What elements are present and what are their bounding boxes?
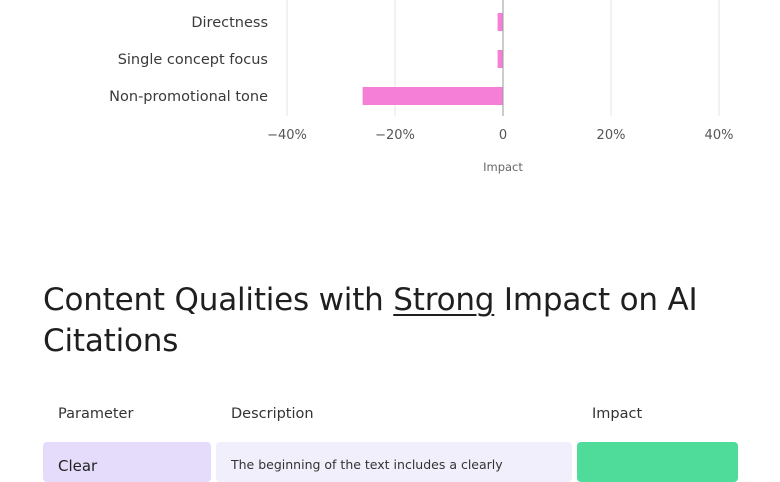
heading-part-2: Impact on AI Citations — [43, 282, 698, 359]
table-header-description: Description — [231, 406, 314, 422]
table-header-impact: Impact — [592, 406, 643, 422]
x-tick-label-4: 40% — [705, 128, 734, 143]
parameter-name: Clear — [58, 457, 98, 475]
table-cell-description: The beginning of the text includes a cle… — [216, 442, 572, 482]
heading-emphasis: Strong — [393, 282, 495, 318]
x-tick-label-1: −20% — [375, 128, 415, 143]
description-text: The beginning of the text includes a cle… — [231, 457, 503, 472]
bar-0 — [497, 13, 503, 31]
bar-1 — [497, 50, 503, 68]
heading-part-1: Content Qualities with — [43, 282, 394, 318]
x-axis-title: Impact — [483, 160, 523, 174]
x-tick-label-3: 20% — [597, 128, 626, 143]
category-label-2: Non-promotional tone — [109, 89, 268, 105]
category-label-0: Directness — [191, 15, 268, 31]
table-cell-impact — [577, 442, 738, 482]
category-label-1: Single concept focus — [118, 52, 268, 68]
impact-bar-chart: Directness Single concept focus Non-promot… — [109, 0, 734, 174]
bar-2 — [362, 87, 503, 105]
x-tick-label-2: 0 — [499, 128, 507, 143]
x-tick-label-0: −40% — [267, 128, 307, 143]
table-header-parameter: Parameter — [58, 406, 134, 422]
table-cell-parameter: Clear — [43, 442, 211, 482]
section-heading: Content Qualities with Strong Impact on … — [43, 280, 723, 362]
